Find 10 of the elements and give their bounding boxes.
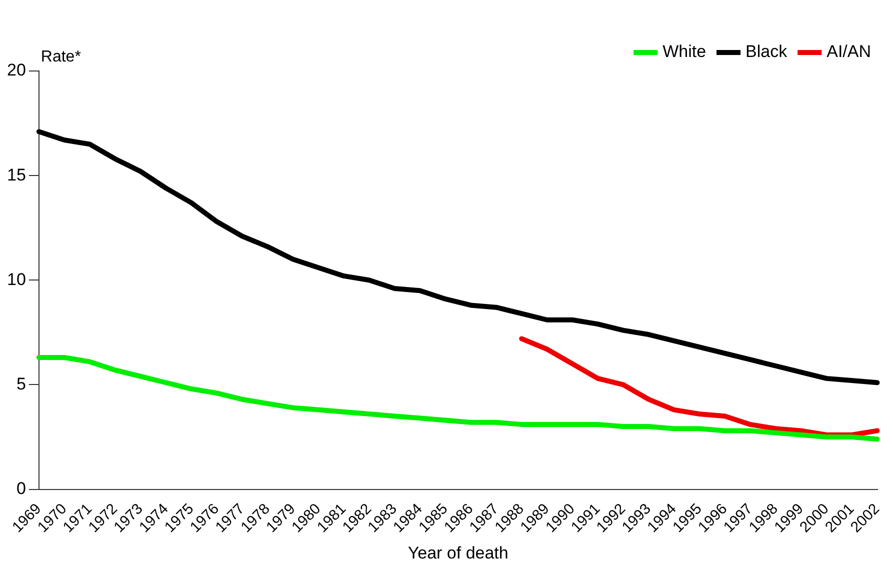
y-tick-label: 20 — [6, 60, 26, 80]
legend-label: Black — [746, 42, 788, 62]
y-tick-label: 0 — [16, 478, 26, 498]
x-axis-title: Year of death — [408, 543, 508, 562]
y-tick-label: 15 — [6, 165, 26, 184]
legend-label: AI/AN — [826, 42, 872, 62]
y-tick-label: 10 — [6, 270, 26, 289]
y-axis-title: Rate* — [40, 48, 81, 66]
y-tick-label: 5 — [16, 374, 26, 394]
legend-label: White — [662, 42, 706, 62]
